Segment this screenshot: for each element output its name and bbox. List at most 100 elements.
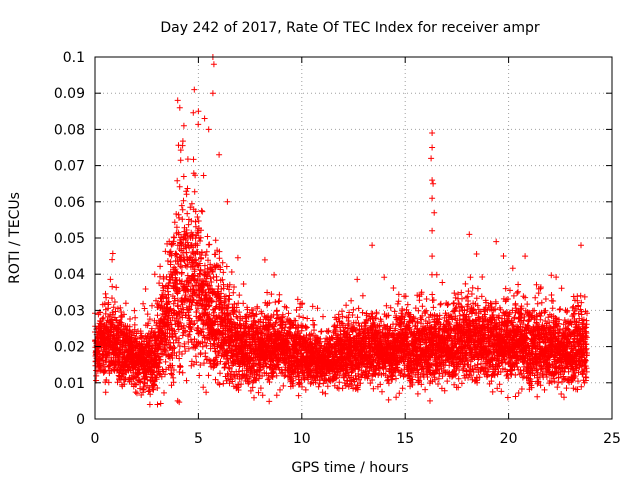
data-point: [122, 300, 129, 307]
data-point: [174, 177, 181, 184]
data-point: [251, 394, 257, 401]
data-point: [93, 372, 100, 379]
data-point: [212, 237, 219, 244]
data-point: [325, 328, 332, 335]
data-point: [220, 380, 227, 387]
data-point: [273, 392, 280, 399]
data-point: [315, 383, 322, 390]
data-point: [422, 386, 429, 393]
data-point: [266, 398, 273, 405]
data-point: [121, 381, 128, 388]
data-point: [179, 216, 186, 223]
data-point: [430, 297, 437, 303]
data-point: [359, 292, 366, 299]
data-point: [276, 298, 283, 304]
data-point: [162, 347, 169, 354]
data-points: [92, 54, 590, 408]
data-point: [215, 283, 222, 290]
data-point: [302, 386, 309, 393]
data-point: [113, 284, 120, 291]
data-point: [127, 316, 133, 322]
data-point: [122, 376, 129, 382]
data-point: [144, 376, 151, 383]
data-point: [240, 281, 247, 287]
data-point: [261, 256, 268, 263]
data-point: [203, 248, 210, 255]
data-point: [156, 370, 163, 377]
data-point: [185, 312, 192, 319]
data-point: [223, 263, 230, 270]
data-point: [196, 372, 203, 379]
data-point: [188, 200, 195, 207]
data-point: [176, 355, 183, 362]
data-point: [395, 291, 402, 298]
data-point: [109, 250, 116, 257]
data-point: [183, 377, 190, 384]
data-point: [146, 316, 153, 323]
data-point: [99, 315, 106, 322]
data-point: [113, 317, 120, 323]
data-point: [111, 299, 118, 305]
data-point: [220, 269, 227, 276]
data-point: [141, 305, 148, 312]
data-point: [107, 276, 114, 283]
data-point: [105, 299, 112, 306]
data-point: [390, 285, 397, 291]
data-point: [148, 325, 155, 332]
data-point: [419, 303, 426, 310]
data-point: [153, 297, 159, 304]
data-point: [161, 348, 168, 355]
data-point: [271, 271, 278, 278]
data-point: [145, 320, 152, 327]
chart-title: Day 242 of 2017, Rate Of TEC Index for r…: [160, 20, 539, 36]
data-point: [137, 378, 144, 385]
data-point: [184, 185, 191, 192]
data-point: [176, 214, 182, 221]
data-point: [158, 373, 165, 380]
data-point: [339, 308, 345, 315]
data-point: [179, 206, 186, 213]
data-point: [101, 300, 108, 307]
data-point: [118, 319, 125, 326]
data-point: [230, 289, 237, 296]
data-point: [190, 156, 197, 163]
data-point: [311, 327, 317, 334]
data-point: [322, 390, 329, 397]
data-point: [190, 109, 197, 116]
data-point: [126, 323, 133, 330]
data-point: [423, 296, 430, 302]
data-point: [117, 304, 124, 311]
data-point: [345, 320, 352, 327]
data-point: [381, 274, 388, 281]
data-point: [228, 269, 235, 275]
data-point: [176, 369, 183, 375]
data-point: [162, 248, 169, 255]
data-point: [161, 389, 167, 396]
data-point: [176, 399, 183, 406]
data-point: [180, 173, 187, 180]
data-point: [355, 305, 362, 312]
data-point: [133, 343, 139, 350]
data-point: [176, 335, 183, 342]
data-point: [154, 401, 161, 408]
data-point: [109, 295, 115, 302]
data-point: [238, 381, 245, 388]
data-point: [156, 280, 163, 287]
data-point: [103, 294, 110, 301]
data-point: [396, 390, 403, 397]
data-point: [142, 286, 149, 292]
data-point: [272, 299, 279, 306]
data-point: [102, 367, 109, 374]
data-point: [240, 300, 247, 307]
data-point: [259, 392, 266, 399]
data-point: [191, 188, 198, 195]
data-point: [433, 271, 440, 278]
data-point: [96, 350, 103, 357]
data-point: [277, 386, 283, 393]
data-point: [354, 276, 361, 283]
data-point: [285, 310, 292, 317]
data-point: [429, 291, 436, 298]
data-point: [343, 302, 350, 309]
data-point: [151, 369, 158, 376]
